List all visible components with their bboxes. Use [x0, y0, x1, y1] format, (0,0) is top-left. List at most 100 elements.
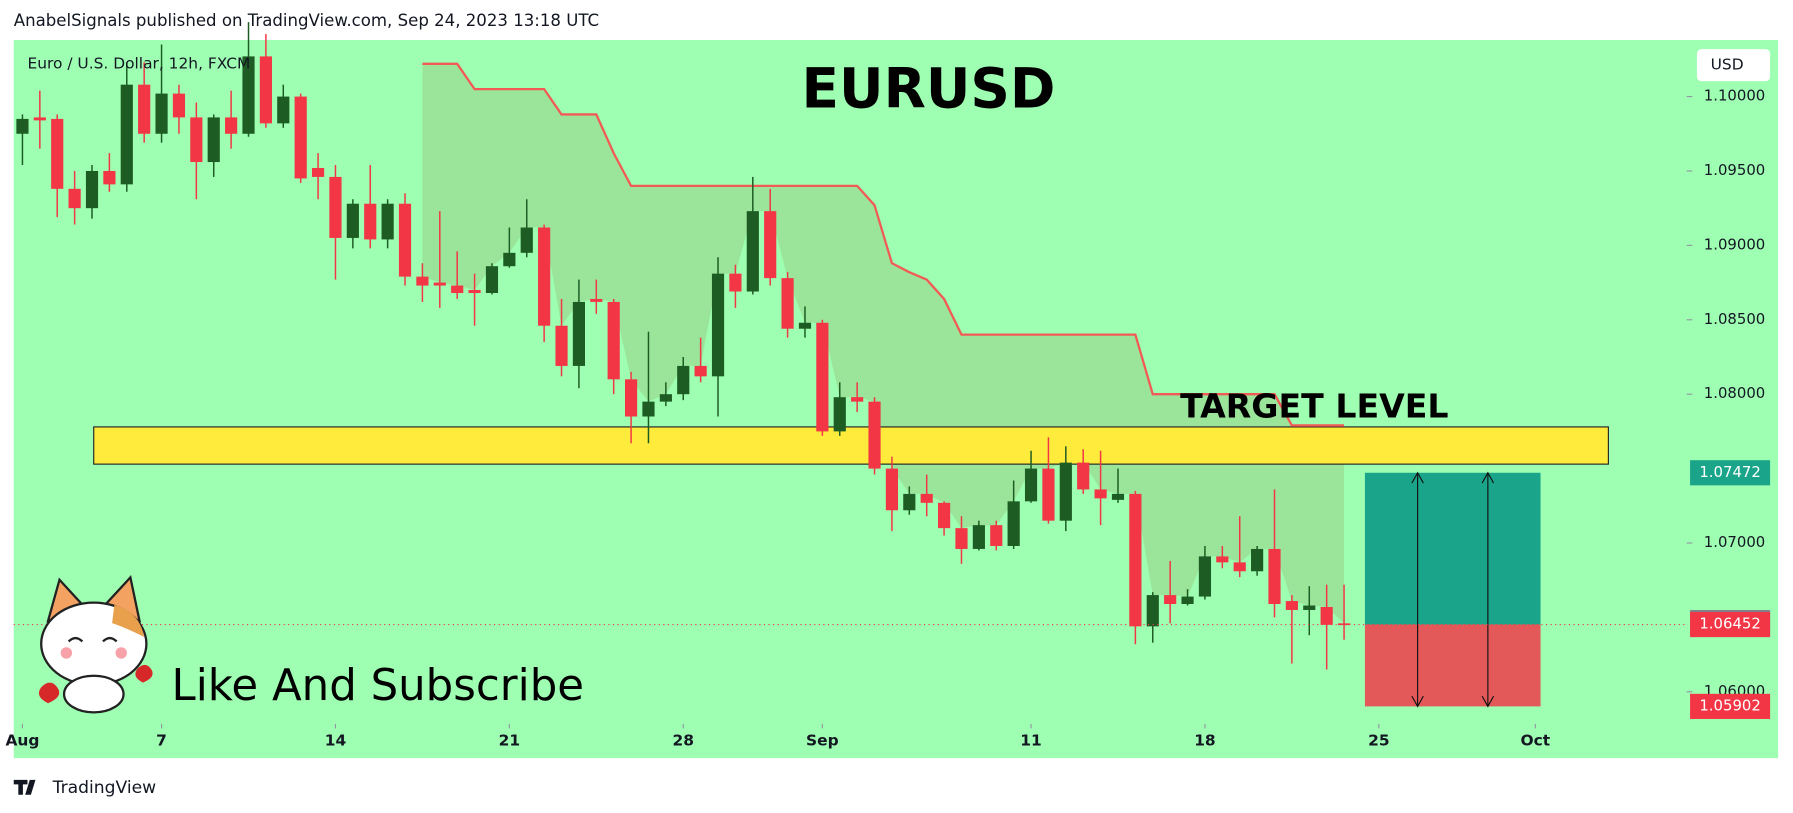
trend-line	[422, 62, 1345, 427]
candle-body	[277, 96, 290, 124]
x-tick-label: Aug	[5, 731, 39, 749]
plot-layer: 1.10000 1.09500 1.09000 1.08500 1.08000 1.070…	[5, 22, 1771, 749]
target-zone	[93, 426, 1609, 465]
arrow-head	[1481, 471, 1495, 708]
price-label: 1.07472	[1699, 463, 1760, 481]
position-loss	[1364, 624, 1541, 707]
candle-body	[1251, 548, 1264, 572]
candle-body	[1146, 595, 1159, 627]
candle-body	[311, 167, 325, 177]
candle-body	[51, 118, 64, 189]
candle-body	[833, 397, 846, 432]
candle-body	[1077, 462, 1090, 490]
candle-body	[781, 278, 794, 329]
candle-body	[120, 84, 133, 185]
candle-body	[1285, 601, 1298, 610]
position-profit	[1364, 472, 1541, 625]
candle-body	[972, 525, 985, 549]
publish-header: AnabelSignals published on TradingView.c…	[14, 11, 599, 30]
candle-body	[1198, 556, 1212, 597]
candle-body	[1268, 548, 1281, 605]
trend-fill	[422, 63, 1345, 624]
candle-body	[190, 117, 203, 163]
candle-body	[607, 301, 620, 380]
candle-body	[242, 56, 255, 134]
candle-body	[1164, 595, 1177, 605]
candle-body	[851, 397, 864, 402]
candle-body	[16, 118, 29, 134]
candle-body	[555, 325, 568, 366]
y-tick-label: 1.09500	[1704, 161, 1765, 179]
y-tick-label: 1.10000	[1704, 87, 1765, 105]
candle-body	[955, 528, 968, 549]
x-tick-label: 21	[499, 731, 520, 749]
candle-body	[485, 266, 499, 294]
candle-body	[642, 401, 655, 417]
candle-body	[711, 273, 725, 377]
candle-body	[416, 276, 429, 286]
candle-body	[903, 493, 916, 511]
x-tick-label: 7	[156, 731, 167, 749]
currency: USD	[1711, 56, 1744, 74]
candle-body	[590, 298, 603, 302]
footer-logo	[13, 779, 36, 795]
candle-body	[764, 211, 777, 279]
y-tick-label: 1.08500	[1704, 310, 1765, 328]
x-tick-label: 28	[673, 731, 694, 749]
candle-body	[207, 117, 220, 163]
candle-body	[920, 493, 933, 503]
candle-body	[503, 252, 516, 267]
candle-body	[1094, 489, 1107, 499]
candle-body	[1111, 493, 1125, 500]
candle-body	[155, 93, 168, 134]
candle-body	[225, 117, 238, 134]
y-tick-label: 1.09000	[1704, 235, 1765, 253]
candle-body	[1337, 623, 1351, 626]
candle-body	[746, 211, 759, 292]
price-label: 1.05902	[1699, 696, 1760, 714]
symbol-subtitle: Euro / U.S. Dollar, 12h, FXCM	[27, 55, 250, 73]
candle-body	[677, 365, 690, 395]
candle-body	[138, 84, 151, 134]
candle-body	[103, 170, 116, 185]
candle-body	[259, 56, 272, 124]
candle-body	[468, 290, 481, 294]
candle-body	[1216, 556, 1229, 563]
candle-body	[1129, 493, 1142, 627]
candle-body	[729, 273, 742, 292]
candle-body	[798, 322, 812, 329]
currency-box	[1696, 49, 1771, 82]
candle-body	[885, 468, 899, 511]
candle-body	[1042, 468, 1055, 521]
price-label: 1.06452	[1699, 615, 1760, 633]
x-tick-label: 14	[325, 731, 347, 749]
candle-body	[990, 525, 1003, 546]
candle-body	[868, 401, 881, 469]
candle-body	[1303, 605, 1316, 610]
candle-body	[1233, 562, 1246, 572]
candle-body	[85, 170, 99, 209]
candle-body	[329, 176, 342, 238]
candle-body	[624, 379, 638, 417]
candle-body	[346, 203, 359, 238]
candle-body	[938, 502, 951, 529]
x-tick-label: 11	[1020, 731, 1041, 749]
price-label-box	[1690, 693, 1771, 719]
candle-body	[364, 203, 377, 240]
candle-body	[538, 227, 551, 326]
y-tick-label: 1.07000	[1704, 533, 1765, 551]
candle-body	[398, 203, 412, 277]
x-tick-label: 18	[1194, 731, 1215, 749]
candle-body	[1181, 596, 1194, 605]
x-tick-label: Oct	[1521, 731, 1551, 749]
zone-label: TARGET LEVEL	[1180, 387, 1448, 426]
candle-body	[1007, 501, 1020, 546]
candle-body	[172, 93, 186, 118]
chart-title: EURUSD	[802, 57, 1056, 121]
y-tick-label: 1.08000	[1704, 384, 1765, 402]
arrow-head	[1411, 471, 1424, 708]
candle-body	[68, 188, 81, 209]
candle-body	[1320, 606, 1333, 625]
candle-body	[294, 96, 307, 179]
